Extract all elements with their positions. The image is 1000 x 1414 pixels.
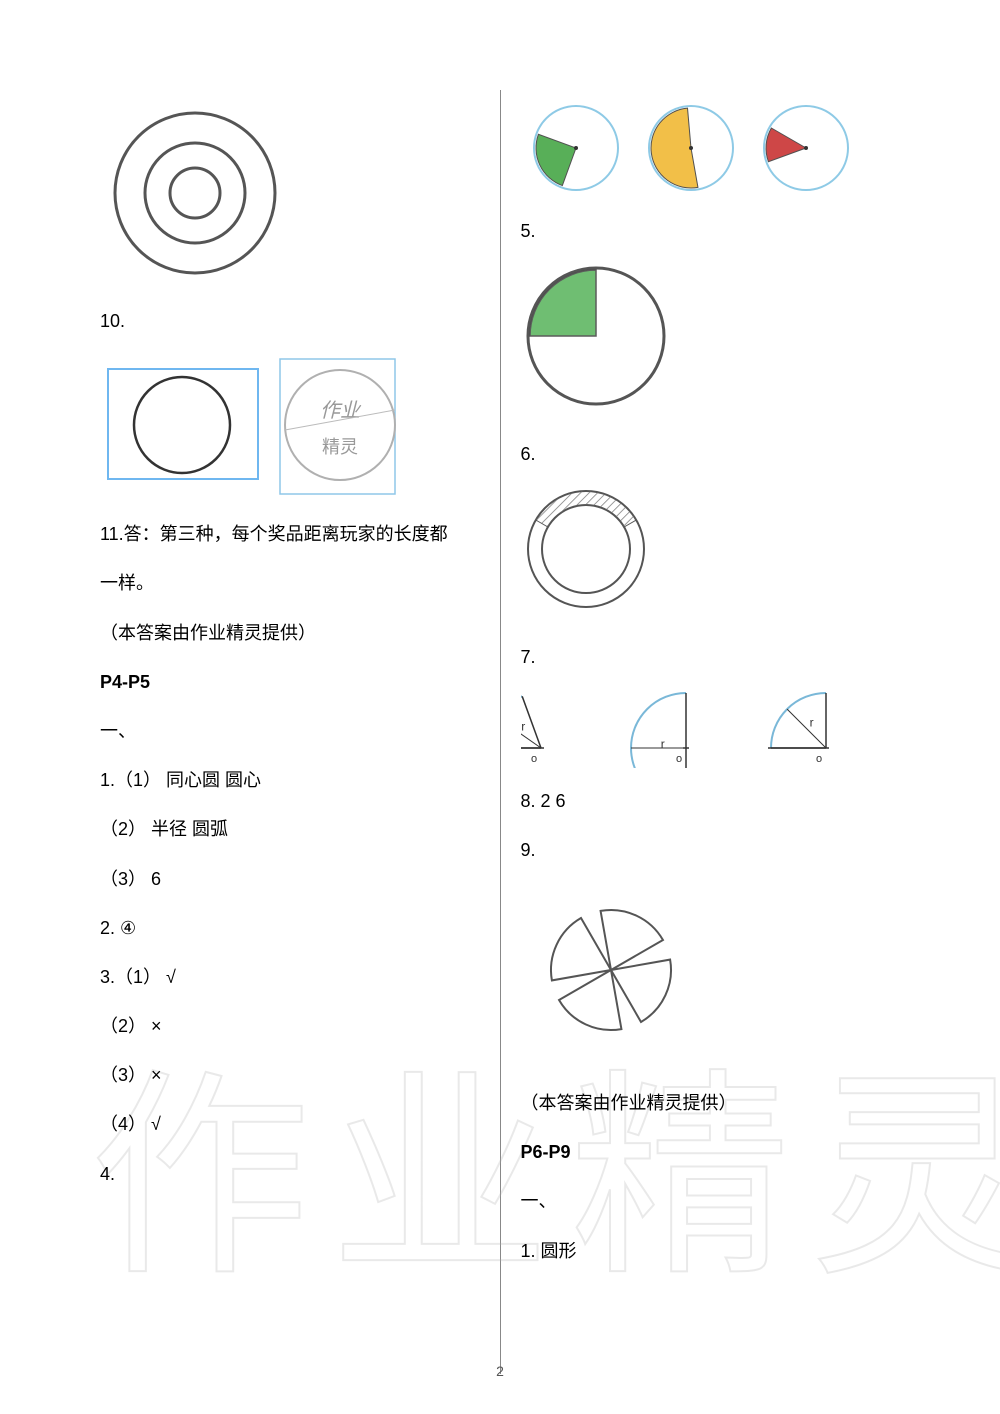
section-sub-left: 一、 [100,710,480,753]
q9-figure [521,880,901,1070]
q10-label: 10. [100,300,480,343]
q7-figure: rororo [521,688,901,768]
q7-label: 7. [521,636,901,679]
answer-1-1: 1.（1） 同心圆 圆心 [100,759,480,802]
q5-figure [521,261,901,421]
svg-text:精灵: 精灵 [322,437,358,457]
three-pies-figure [521,98,901,198]
section-p6p9: P6-P9 [521,1131,901,1174]
svg-text:o: o [531,753,537,765]
q6-figure [521,484,901,624]
answer-8: 8. 2 6 [521,780,901,823]
section-p4p5: P4-P5 [100,661,480,704]
svg-text:r: r [809,715,813,729]
answer-4: 4. [100,1153,480,1196]
svg-text:o: o [816,753,822,765]
q6-label: 6. [521,433,901,476]
answer-3-3: （3） × [100,1054,480,1097]
svg-text:r: r [660,737,664,751]
answer-r1: 1. 圆形 [521,1230,901,1273]
svg-text:作业: 作业 [320,400,362,422]
svg-text:o: o [676,753,682,765]
q10-figure: 作业精灵 [100,351,480,501]
q9-label: 9. [521,829,901,872]
section-sub-right: 一、 [521,1180,901,1223]
answer-3-4: （4） √ [100,1103,480,1146]
concentric-circles-figure [100,98,480,288]
credit-left: （本答案由作业精灵提供） [100,612,480,655]
q11-text2: 一样。 [100,562,480,605]
answer-3-1: 3.（1） √ [100,956,480,999]
credit-right: （本答案由作业精灵提供） [521,1082,901,1125]
page-number: 2 [496,1355,504,1389]
answer-2: 2. ④ [100,907,480,950]
svg-text:r: r [521,719,525,733]
answer-1-2: （2） 半径 圆弧 [100,808,480,851]
q11-text: 11.答：第三种，每个奖品距离玩家的长度都 [100,513,480,556]
answer-3-2: （2） × [100,1005,480,1048]
q5-label: 5. [521,210,901,253]
answer-1-3: （3） 6 [100,858,480,901]
